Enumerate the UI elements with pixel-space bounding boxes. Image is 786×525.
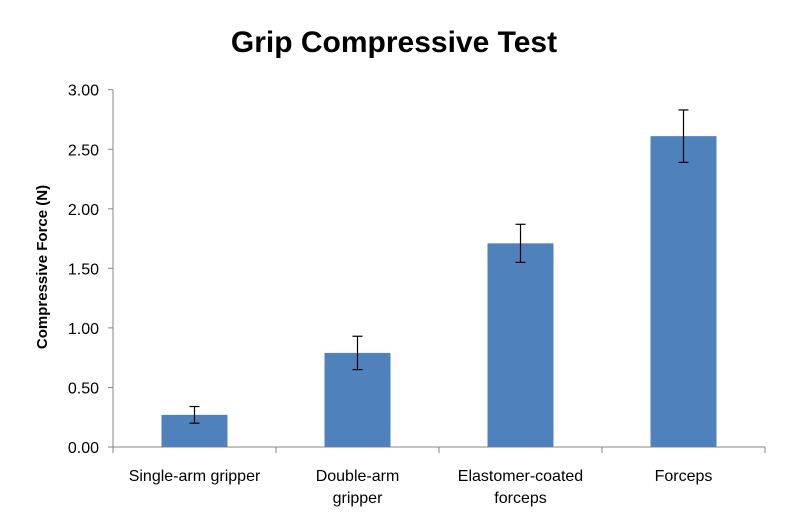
x-category-label: gripper [333, 490, 383, 507]
y-tick-label: 1.50 [68, 261, 99, 278]
y-tick-label: 0.50 [68, 380, 99, 397]
x-category-label: forceps [494, 490, 546, 507]
bar [487, 243, 554, 447]
chart-title: Grip Compressive Test [231, 26, 557, 59]
y-tick-label: 0.00 [68, 440, 99, 457]
x-category-label: Forceps [655, 468, 713, 485]
x-category-label: Elastomer-coated [458, 468, 583, 485]
y-tick-label: 2.00 [68, 202, 99, 219]
y-tick-label: 2.50 [68, 142, 99, 159]
bar [650, 136, 717, 448]
y-axis-label: Compressive Force (N) [34, 185, 51, 349]
y-tick-label: 1.00 [68, 321, 99, 338]
x-category-label: Double-arm [316, 468, 400, 485]
bars [161, 109, 717, 448]
labels: 0.00 0.50 1.00 1.50 2.00 2.50 3.00 Single-arm g… [68, 83, 713, 507]
x-category-label: Single-arm gripper [129, 468, 261, 485]
y-tick-label: 3.00 [68, 83, 99, 100]
